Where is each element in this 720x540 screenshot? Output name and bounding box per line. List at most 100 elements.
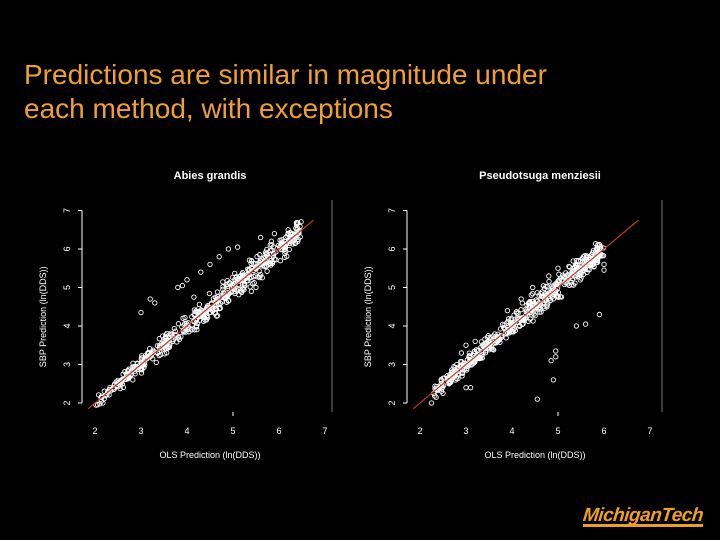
data-point — [455, 375, 461, 382]
data-point — [566, 264, 573, 270]
data-point-outlier — [534, 396, 540, 402]
data-point-outlier — [582, 321, 589, 327]
data-point — [566, 263, 572, 270]
data-point — [533, 297, 539, 303]
data-point — [528, 292, 534, 298]
data-point — [125, 368, 131, 374]
data-point-outlier — [546, 273, 552, 279]
data-point — [538, 309, 544, 315]
data-point — [125, 376, 131, 382]
data-point — [292, 232, 298, 239]
data-point — [264, 246, 270, 253]
y-tick-label: 4 — [62, 323, 72, 328]
data-point-outlier — [175, 284, 181, 291]
data-point — [95, 392, 102, 398]
data-point-outlier — [555, 265, 561, 271]
data-point — [600, 252, 607, 259]
data-point — [194, 315, 200, 322]
data-point — [175, 333, 181, 340]
data-point — [264, 268, 270, 274]
data-point — [250, 267, 257, 274]
chart-1: Abies grandis 2 3 4 5 6 7 SBP Prediction (ln(DD… — [38, 170, 333, 460]
slide-title: Predictions are similar in magnitude und… — [24, 58, 704, 126]
data-point — [455, 372, 462, 378]
data-point — [473, 347, 480, 353]
data-point — [455, 368, 462, 375]
data-point — [539, 293, 546, 299]
chart-2: Pseudotsuga menziesii 2 3 4 5 6 7 SBP Predictio… — [363, 170, 663, 460]
data-point — [100, 400, 106, 406]
data-point — [549, 283, 555, 289]
data-point — [183, 322, 190, 329]
data-point — [283, 248, 289, 254]
data-point-outlier — [518, 296, 524, 302]
x-tick-label: 3 — [138, 426, 143, 436]
data-point — [464, 365, 470, 371]
data-point — [553, 281, 559, 287]
data-point — [434, 385, 440, 392]
data-point — [542, 290, 549, 297]
data-point — [578, 271, 584, 278]
data-point — [268, 260, 274, 266]
data-point-outlier — [596, 311, 603, 318]
data-point-outlier — [553, 354, 559, 360]
data-point-outlier — [440, 390, 446, 397]
data-point — [499, 321, 506, 328]
data-point — [536, 292, 542, 298]
data-point — [271, 251, 277, 257]
data-point — [577, 277, 583, 283]
data-point — [168, 330, 174, 336]
data-point — [529, 290, 536, 297]
data-point — [571, 268, 577, 274]
data-point — [186, 326, 192, 332]
data-point-outlier — [147, 296, 153, 302]
data-point — [525, 308, 531, 315]
data-point — [204, 306, 211, 312]
data-point — [555, 294, 562, 300]
data-point-outlier — [198, 269, 204, 275]
data-point-outlier — [285, 227, 291, 233]
data-point — [284, 233, 290, 239]
data-point-outlier — [601, 261, 607, 268]
x-tick-label: 4 — [184, 426, 189, 436]
y-tick-label: 3 — [387, 362, 397, 367]
data-point — [474, 348, 481, 354]
data-point-outlier — [433, 394, 439, 400]
data-point — [119, 377, 125, 383]
data-point-outlier — [234, 244, 241, 250]
data-point — [224, 285, 231, 291]
data-point — [248, 274, 255, 280]
data-point — [570, 282, 577, 288]
data-point — [268, 262, 274, 268]
data-point — [254, 253, 260, 260]
data-point-outlier — [257, 234, 264, 241]
chart-title: Abies grandis — [174, 170, 247, 182]
y-tick-label: 3 — [62, 362, 72, 367]
data-point — [173, 332, 179, 339]
data-point — [243, 274, 249, 281]
data-point — [532, 312, 538, 319]
data-point-outlier — [138, 309, 144, 316]
x-tick-label: 7 — [647, 426, 652, 436]
data-point — [156, 336, 162, 342]
data-point-outlier — [207, 261, 213, 268]
data-point — [251, 261, 257, 267]
data-point — [203, 317, 210, 323]
data-point — [113, 379, 119, 385]
data-point — [287, 238, 293, 244]
data-point — [145, 349, 152, 356]
data-point-outlier — [573, 323, 580, 329]
data-point — [267, 247, 273, 254]
data-point — [217, 300, 224, 307]
data-point-outlier — [248, 288, 255, 294]
data-point — [214, 289, 221, 295]
data-point — [239, 289, 245, 296]
y-tick-label: 5 — [387, 285, 397, 290]
x-tick-label: 4 — [509, 426, 514, 436]
data-point — [432, 393, 438, 399]
data-point — [97, 401, 103, 407]
data-point — [239, 277, 245, 283]
data-point — [545, 301, 551, 307]
data-point-outlier — [573, 257, 580, 264]
data-point — [487, 341, 493, 348]
